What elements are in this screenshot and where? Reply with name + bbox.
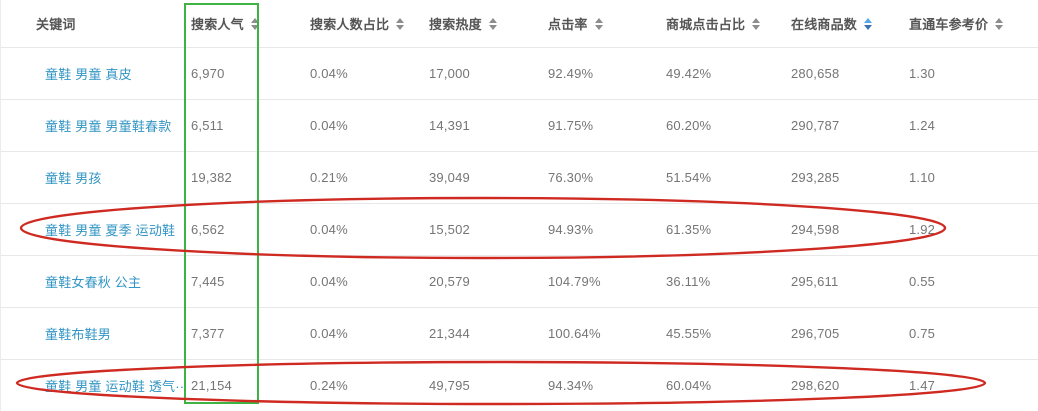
table-row: 童鞋 男孩 19,382 0.21% 39,049 76.30% 51.54% … bbox=[1, 151, 1038, 203]
search-heat-value: 15,502 bbox=[429, 222, 470, 237]
ztc-ref-price-value: 1.10 bbox=[909, 170, 936, 185]
table-row: 童鞋女春秋 公主 7,445 0.04% 20,579 104.79% 36.1… bbox=[1, 255, 1038, 307]
search-heat-value: 49,795 bbox=[429, 378, 470, 393]
column-header-keyword: 关键词 bbox=[1, 14, 185, 33]
ztc-ref-price-value: 1.30 bbox=[909, 66, 936, 81]
keyword-link[interactable]: 童鞋 男童 夏季 运动鞋 bbox=[45, 223, 176, 238]
online-products-value: 280,658 bbox=[791, 66, 840, 81]
online-products-value: 298,620 bbox=[791, 378, 840, 393]
click-rate-value: 104.79% bbox=[548, 274, 601, 289]
keyword-link[interactable]: 童鞋 男童 男童鞋春款 bbox=[45, 119, 172, 134]
keyword-link[interactable]: 童鞋布鞋男 bbox=[45, 327, 112, 342]
keyword-link[interactable]: 童鞋 男孩 bbox=[45, 171, 102, 186]
column-header-ztc-ref-price[interactable]: 直通车参考价 bbox=[901, 14, 1038, 33]
column-label: 在线商品数 bbox=[791, 17, 858, 32]
ztc-ref-price-value: 1.92 bbox=[909, 222, 936, 237]
table-row-red-circled: 童鞋 男童 夏季 运动鞋 6,562 0.04% 15,502 94.93% 6… bbox=[1, 203, 1038, 255]
online-products-value: 296,705 bbox=[791, 326, 840, 341]
keyword-link[interactable]: 童鞋女春秋 公主 bbox=[45, 275, 142, 290]
sort-icon-active[interactable] bbox=[864, 17, 873, 30]
searcher-ratio-value: 0.04% bbox=[310, 222, 348, 237]
table-row: 童鞋 男童 男童鞋春款 6,511 0.04% 14,391 91.75% 60… bbox=[1, 99, 1038, 151]
column-label: 关键词 bbox=[36, 17, 76, 32]
search-popularity-value: 21,154 bbox=[191, 378, 232, 393]
search-popularity-value: 19,382 bbox=[191, 170, 232, 185]
click-rate-value: 76.30% bbox=[548, 170, 594, 185]
column-header-search-popularity[interactable]: 搜索人气 bbox=[185, 14, 301, 33]
column-label: 商城点击占比 bbox=[666, 17, 746, 32]
column-header-searcher-ratio[interactable]: 搜索人数占比 bbox=[301, 14, 421, 33]
table-row-red-circled: 童鞋 男童 运动鞋 透气·· 21,154 0.24% 49,795 94.34… bbox=[1, 359, 1038, 411]
mall-click-ratio-value: 61.35% bbox=[666, 222, 712, 237]
sort-icon[interactable] bbox=[594, 17, 603, 30]
click-rate-value: 91.75% bbox=[548, 118, 594, 133]
mall-click-ratio-value: 36.11% bbox=[666, 274, 711, 289]
click-rate-value: 100.64% bbox=[548, 326, 601, 341]
online-products-value: 294,598 bbox=[791, 222, 840, 237]
sort-icon[interactable] bbox=[752, 17, 761, 30]
searcher-ratio-value: 0.04% bbox=[310, 274, 348, 289]
keyword-link[interactable]: 童鞋 男童 运动鞋 透气·· bbox=[45, 379, 185, 394]
searcher-ratio-value: 0.04% bbox=[310, 66, 348, 81]
keyword-link[interactable]: 童鞋 男童 真皮 bbox=[45, 67, 132, 82]
column-header-mall-click-ratio[interactable]: 商城点击占比 bbox=[661, 14, 786, 33]
sort-icon[interactable] bbox=[995, 17, 1004, 30]
search-popularity-value: 7,445 bbox=[191, 274, 225, 289]
ztc-ref-price-value: 0.75 bbox=[909, 326, 936, 341]
mall-click-ratio-value: 60.04% bbox=[666, 378, 712, 393]
column-label: 搜索人数占比 bbox=[310, 17, 390, 32]
column-header-online-products[interactable]: 在线商品数 bbox=[786, 14, 901, 33]
mall-click-ratio-value: 60.20% bbox=[666, 118, 712, 133]
sort-icon[interactable] bbox=[396, 17, 405, 30]
column-label: 直通车参考价 bbox=[909, 17, 989, 32]
search-heat-value: 14,391 bbox=[429, 118, 470, 133]
search-heat-value: 17,000 bbox=[429, 66, 470, 81]
column-label: 搜索热度 bbox=[429, 17, 482, 32]
column-label: 点击率 bbox=[548, 17, 588, 32]
sort-icon[interactable] bbox=[488, 17, 497, 30]
search-heat-value: 39,049 bbox=[429, 170, 470, 185]
search-popularity-value: 6,970 bbox=[191, 66, 225, 81]
click-rate-value: 92.49% bbox=[548, 66, 594, 81]
table-row: 童鞋布鞋男 7,377 0.04% 21,344 100.64% 45.55% … bbox=[1, 307, 1038, 359]
search-popularity-value: 6,562 bbox=[191, 222, 225, 237]
click-rate-value: 94.34% bbox=[548, 378, 594, 393]
column-label: 搜索人气 bbox=[191, 17, 244, 32]
search-heat-value: 20,579 bbox=[429, 274, 470, 289]
searcher-ratio-value: 0.21% bbox=[310, 170, 348, 185]
mall-click-ratio-value: 49.42% bbox=[666, 66, 712, 81]
column-header-search-heat[interactable]: 搜索热度 bbox=[421, 14, 541, 33]
search-popularity-value: 6,511 bbox=[191, 118, 224, 133]
searcher-ratio-value: 0.24% bbox=[310, 378, 348, 393]
searcher-ratio-value: 0.04% bbox=[310, 118, 348, 133]
online-products-value: 290,787 bbox=[791, 118, 840, 133]
sort-icon[interactable] bbox=[250, 17, 259, 30]
table-row: 童鞋 男童 真皮 6,970 0.04% 17,000 92.49% 49.42… bbox=[1, 47, 1038, 99]
online-products-value: 293,285 bbox=[791, 170, 840, 185]
online-products-value: 295,611 bbox=[791, 274, 839, 289]
table-header-row: 关键词 搜索人气 搜索人数占比 搜索热度 点击率 商城点击占比 在线商品数 直通… bbox=[1, 0, 1038, 47]
ztc-ref-price-value: 1.47 bbox=[909, 378, 936, 393]
ztc-ref-price-value: 0.55 bbox=[909, 274, 936, 289]
mall-click-ratio-value: 51.54% bbox=[666, 170, 712, 185]
ztc-ref-price-value: 1.24 bbox=[909, 118, 936, 133]
searcher-ratio-value: 0.04% bbox=[310, 326, 348, 341]
mall-click-ratio-value: 45.55% bbox=[666, 326, 712, 341]
column-header-click-rate[interactable]: 点击率 bbox=[541, 14, 661, 33]
click-rate-value: 94.93% bbox=[548, 222, 594, 237]
search-popularity-value: 7,377 bbox=[191, 326, 225, 341]
search-heat-value: 21,344 bbox=[429, 326, 470, 341]
